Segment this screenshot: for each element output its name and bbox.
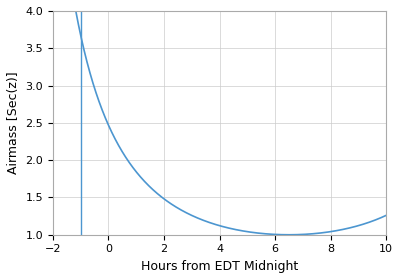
X-axis label: Hours from EDT Midnight: Hours from EDT Midnight [141, 260, 298, 273]
Y-axis label: Airmass [Sec(z)]: Airmass [Sec(z)] [7, 72, 20, 174]
